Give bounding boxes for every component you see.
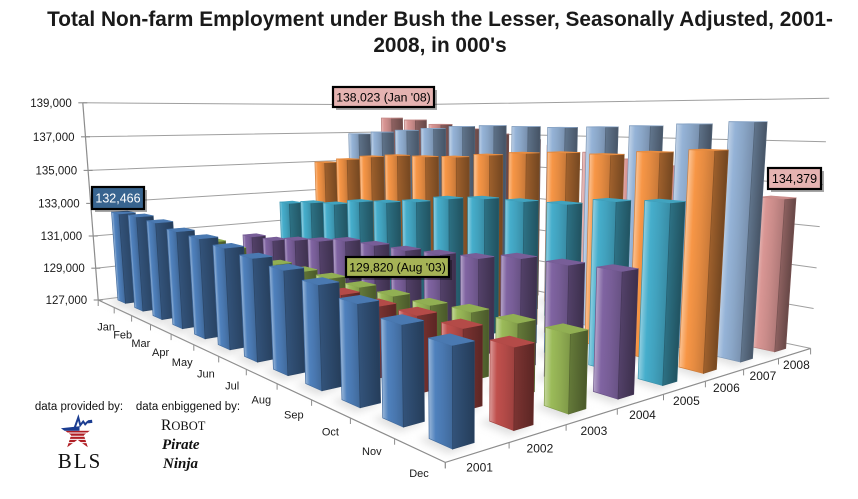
svg-text:Oct: Oct (322, 427, 339, 439)
svg-text:129,000: 129,000 (43, 263, 85, 275)
svg-text:Feb: Feb (113, 329, 132, 341)
svg-text:Pirate: Pirate (162, 437, 200, 453)
svg-text:Sep: Sep (284, 410, 304, 422)
svg-text:2003: 2003 (581, 424, 608, 438)
svg-text:Nov: Nov (362, 446, 382, 458)
svg-text:129,820 (Aug '03): 129,820 (Aug '03) (349, 261, 446, 275)
svg-text:Dec: Dec (409, 468, 429, 480)
svg-text:May: May (172, 357, 193, 369)
svg-text:2002: 2002 (527, 441, 554, 455)
svg-text:2005: 2005 (673, 394, 700, 408)
svg-text:Ninja: Ninja (162, 456, 199, 472)
svg-text:2008: 2008 (783, 358, 810, 372)
svg-text:134,379: 134,379 (772, 172, 817, 186)
svg-text:127,000: 127,000 (46, 295, 88, 307)
svg-text:2007: 2007 (750, 369, 777, 383)
svg-text:131,000: 131,000 (41, 231, 83, 243)
svg-text:2006: 2006 (713, 381, 740, 395)
svg-text:2004: 2004 (629, 408, 656, 422)
svg-text:Apr: Apr (152, 347, 169, 359)
svg-text:2001: 2001 (466, 461, 493, 475)
svg-text:ROBOT: ROBOT (161, 417, 206, 434)
svg-text:133,000: 133,000 (38, 198, 80, 210)
svg-text:Aug: Aug (252, 394, 272, 406)
svg-text:Mar: Mar (131, 338, 150, 350)
svg-text:data provided by:: data provided by: (35, 401, 123, 413)
svg-text:138,023 (Jan '08): 138,023 (Jan '08) (336, 91, 430, 105)
svg-text:132,466: 132,466 (95, 192, 140, 206)
svg-text:135,000: 135,000 (36, 165, 78, 177)
svg-text:data enbiggened by:: data enbiggened by: (136, 401, 240, 413)
svg-text:BLS: BLS (58, 449, 103, 473)
svg-text:Total Non-farm Employment unde: Total Non-farm Employment under Bush the… (47, 8, 833, 31)
svg-text:139,000: 139,000 (30, 98, 72, 110)
svg-text:Jul: Jul (225, 381, 239, 393)
svg-text:137,000: 137,000 (33, 132, 75, 144)
svg-text:2008, in 000's: 2008, in 000's (373, 34, 506, 57)
svg-text:Jun: Jun (197, 368, 215, 380)
